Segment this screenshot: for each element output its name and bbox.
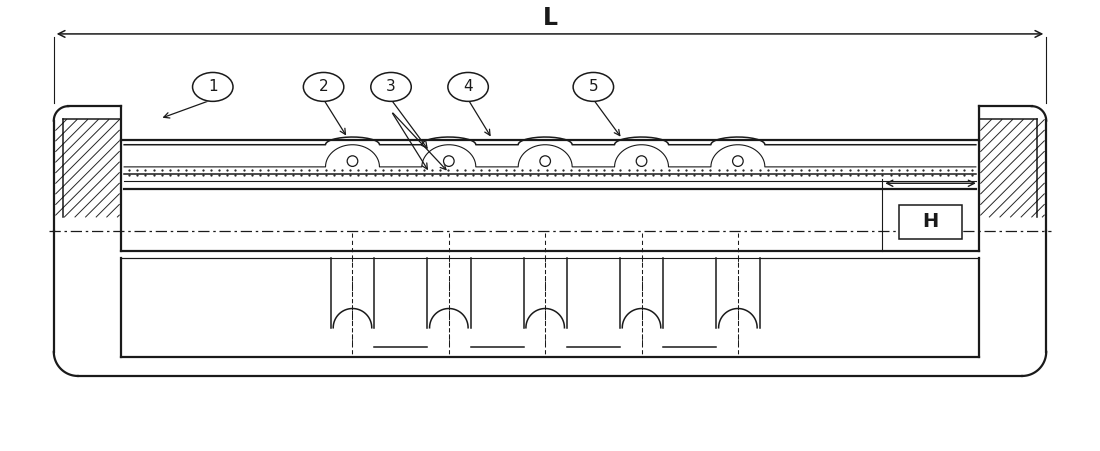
Text: 1: 1 xyxy=(208,79,218,94)
Text: L: L xyxy=(542,6,558,30)
Text: 2: 2 xyxy=(319,79,329,94)
Text: 5: 5 xyxy=(588,79,598,94)
Ellipse shape xyxy=(573,73,614,101)
Ellipse shape xyxy=(304,73,344,101)
Ellipse shape xyxy=(448,73,488,101)
Text: H: H xyxy=(923,212,938,231)
Ellipse shape xyxy=(192,73,233,101)
Circle shape xyxy=(443,156,454,166)
Text: 3: 3 xyxy=(386,79,396,94)
Circle shape xyxy=(636,156,647,166)
Circle shape xyxy=(733,156,744,166)
Circle shape xyxy=(540,156,550,166)
Circle shape xyxy=(348,156,358,166)
Ellipse shape xyxy=(371,73,411,101)
Text: 4: 4 xyxy=(463,79,473,94)
FancyBboxPatch shape xyxy=(900,205,961,239)
